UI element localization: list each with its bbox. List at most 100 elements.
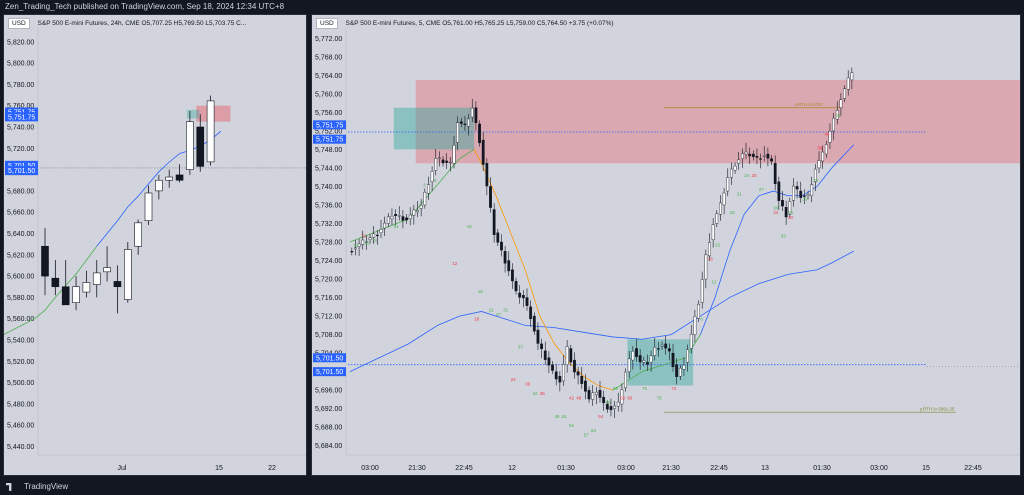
candle-body xyxy=(642,360,646,363)
candle-body xyxy=(693,316,697,335)
bar-count-label: 36 xyxy=(817,145,823,150)
bar-count-label: 69 xyxy=(613,386,619,391)
currency-badge[interactable]: USD xyxy=(316,18,338,29)
daily-chart-pane[interactable]: USD S&P 500 E-mini Futures, 24h, CME O5,… xyxy=(3,14,307,476)
candle-body xyxy=(419,205,423,209)
bar-count-label: 42 xyxy=(533,391,539,396)
candle-body xyxy=(551,364,554,371)
candle-body xyxy=(759,158,762,160)
candle-body xyxy=(609,406,613,411)
candle-body xyxy=(507,260,511,272)
candle-body xyxy=(744,151,748,155)
currency-badge[interactable]: USD xyxy=(8,18,30,29)
candle-body xyxy=(144,192,153,221)
daily-legend-text: S&P 500 E-mini Futures, 24h, CME O5,707.… xyxy=(37,20,247,27)
fast-moving-average-segment xyxy=(714,251,730,298)
candle-body xyxy=(103,267,111,273)
bar-count-label: 21 xyxy=(489,307,495,312)
fast-moving-average-segment xyxy=(656,362,672,368)
x-tick-label: 03:00 xyxy=(617,465,635,472)
intraday-chart-pane[interactable]: USD S&P 500 E-mini Futures, 5, CME O5,76… xyxy=(311,14,1021,476)
candle-body xyxy=(543,350,547,360)
fast-moving-average-segment xyxy=(816,167,833,187)
intraday-candlestick-chart[interactable]: 5,772.00 5,768.00 5,764.00 5,760.00 5,756.00… xyxy=(312,15,1021,476)
candle-body xyxy=(708,242,711,257)
candle-body xyxy=(740,153,744,159)
candle-body xyxy=(773,163,777,184)
y-tick-label: 5,800.00 xyxy=(7,61,34,68)
candle-body xyxy=(792,185,795,201)
bar-count-label: 60 xyxy=(620,395,626,400)
candle-body xyxy=(821,151,825,162)
bar-count-label: 42 xyxy=(814,178,820,183)
publisher-bar: Zen_Trading_Tech published on TradingVie… xyxy=(0,0,1024,13)
candle-body xyxy=(667,348,671,352)
price-tag xyxy=(5,166,38,176)
fast-moving-average-segment xyxy=(349,218,409,243)
rth-low-label: y.RTH.lo 5691.25 xyxy=(920,407,955,412)
candle-body xyxy=(569,348,573,363)
bar-count-label: 9 xyxy=(434,178,437,183)
x-tick-label: 15 xyxy=(215,465,223,472)
candle-body xyxy=(481,139,485,165)
candle-body xyxy=(354,247,357,250)
candle-body xyxy=(850,72,854,81)
daily-candlestick-chart[interactable]: 5,820.00 5,800.00 5,780.00 5,760.00 5,740.00… xyxy=(4,15,307,476)
candle-body xyxy=(41,245,49,277)
candle-body xyxy=(372,233,376,238)
bar-count-label: 30 xyxy=(525,382,531,387)
candle-body xyxy=(357,243,361,247)
candle-body xyxy=(485,163,489,187)
x-tick-label: 22:45 xyxy=(455,465,473,472)
candle-body xyxy=(82,282,91,293)
y-tick-label: 5,680.00 xyxy=(7,188,34,195)
bar-count-label: 63 xyxy=(591,428,597,433)
bar-count-label: 16 xyxy=(708,257,714,262)
candle-body xyxy=(697,303,700,319)
bar-count-label: 24 xyxy=(773,210,779,215)
bar-count-label: 3 xyxy=(423,182,426,187)
candle-body xyxy=(401,216,405,221)
candle-body xyxy=(521,295,525,299)
candle-body xyxy=(525,297,529,306)
x-tick-label: 15 xyxy=(922,465,930,472)
candle-body xyxy=(459,121,463,124)
y-tick-label: 5,720.00 xyxy=(315,277,342,284)
candle-body xyxy=(573,359,576,373)
tradingview-logo[interactable]: TradingView xyxy=(6,482,68,491)
candle-body xyxy=(755,156,759,158)
candle-body xyxy=(489,186,492,208)
candle-body xyxy=(781,200,784,207)
candle-body xyxy=(186,121,194,170)
price-tag xyxy=(313,367,346,377)
candle-body xyxy=(500,241,503,251)
candle-body xyxy=(379,229,383,233)
candle-body xyxy=(624,371,627,389)
candle-body xyxy=(576,371,580,376)
candle-body xyxy=(437,157,441,159)
y-tick-label: 5,520.00 xyxy=(7,359,34,366)
bar-count-label: 66 xyxy=(627,395,633,400)
fast-moving-average-segment xyxy=(758,190,774,197)
y-tick-label: 5,560.00 xyxy=(7,316,34,323)
bar-count-label: 39 xyxy=(803,196,809,201)
bar-count-label: 36 xyxy=(540,391,546,396)
y-tick-label: 5,660.00 xyxy=(7,210,34,217)
x-tick-label: 22:45 xyxy=(964,465,982,472)
y-tick-label: 5,772.00 xyxy=(315,36,342,43)
candle-body xyxy=(397,215,401,217)
candle-body xyxy=(594,391,598,396)
bar-count-label: 33 xyxy=(781,233,787,238)
candle-body xyxy=(627,358,631,372)
bar-count-label: 57 xyxy=(584,432,590,437)
candle-body xyxy=(700,279,704,303)
tradingview-logo-icon xyxy=(6,482,12,491)
candle-body xyxy=(416,210,419,213)
candle-body xyxy=(638,355,642,363)
candle-body xyxy=(206,100,215,163)
candle-body xyxy=(660,344,664,347)
bar-count-label: 18 xyxy=(474,317,480,322)
candle-body xyxy=(766,153,770,159)
price-tag xyxy=(313,134,346,144)
fast-moving-average-segment xyxy=(773,190,789,197)
